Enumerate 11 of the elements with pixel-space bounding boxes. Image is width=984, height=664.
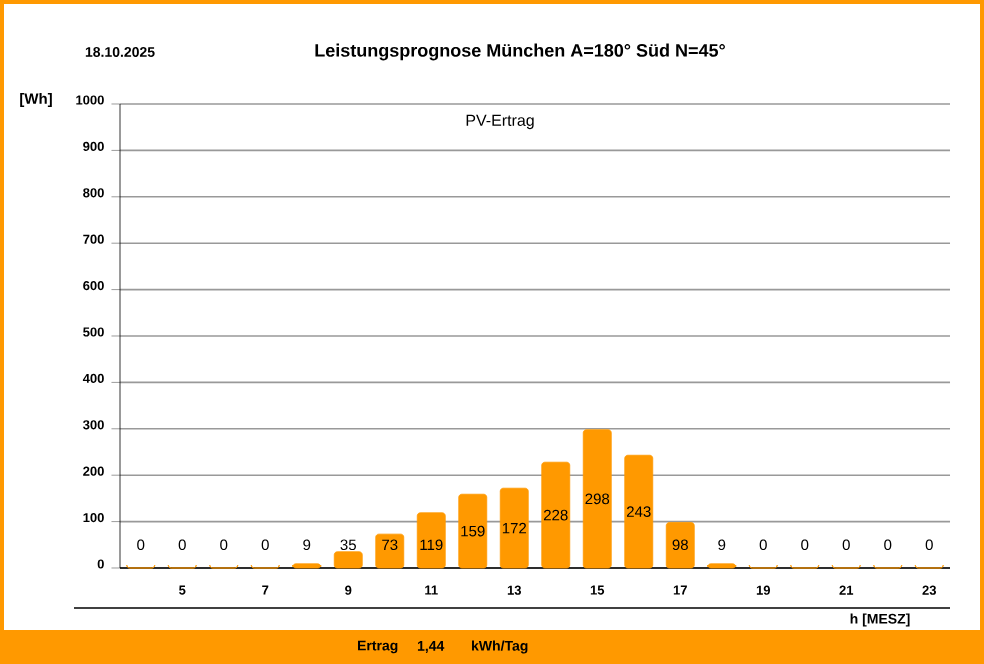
bar [416, 512, 446, 569]
chart-title: Leistungsprognose München A=180° Süd N=45° [315, 43, 725, 61]
bar [458, 493, 488, 569]
bar [499, 487, 529, 569]
bar [624, 454, 654, 569]
text: PV-Ertrag [466, 114, 534, 130]
bar [582, 429, 612, 569]
bar [665, 522, 695, 569]
bar [541, 461, 571, 569]
bar [333, 551, 363, 569]
bar [375, 533, 405, 569]
